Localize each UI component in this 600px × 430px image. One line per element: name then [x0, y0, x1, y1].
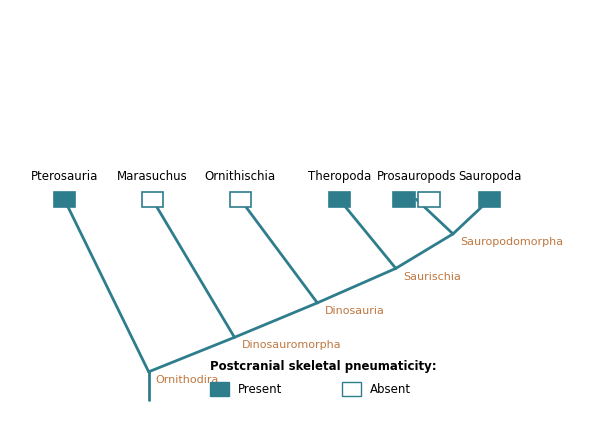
Text: Ornithischia: Ornithischia [205, 170, 276, 183]
Bar [479, 192, 500, 208]
Text: Pterosauria: Pterosauria [31, 170, 98, 183]
Text: Ornithodira: Ornithodira [156, 374, 219, 384]
Bar [342, 382, 361, 396]
Text: Prosauropods: Prosauropods [377, 170, 456, 183]
Bar [393, 192, 415, 208]
Bar [210, 382, 229, 396]
Bar [329, 192, 350, 208]
Text: Saurischia: Saurischia [403, 271, 461, 281]
Bar [53, 192, 75, 208]
Text: Sauropodomorpha: Sauropodomorpha [460, 237, 563, 246]
Text: Absent: Absent [370, 382, 412, 395]
Text: Theropoda: Theropoda [308, 170, 371, 183]
Text: Present: Present [238, 382, 283, 395]
Bar [230, 192, 251, 208]
Text: Postcranial skeletal pneumaticity:: Postcranial skeletal pneumaticity: [210, 359, 437, 372]
Text: Dinosauromorpha: Dinosauromorpha [242, 340, 341, 350]
Bar [142, 192, 163, 208]
Text: Marasuchus: Marasuchus [117, 170, 188, 183]
Bar [418, 192, 440, 208]
Text: Dinosauria: Dinosauria [325, 305, 385, 315]
Text: Sauropoda: Sauropoda [458, 170, 521, 183]
